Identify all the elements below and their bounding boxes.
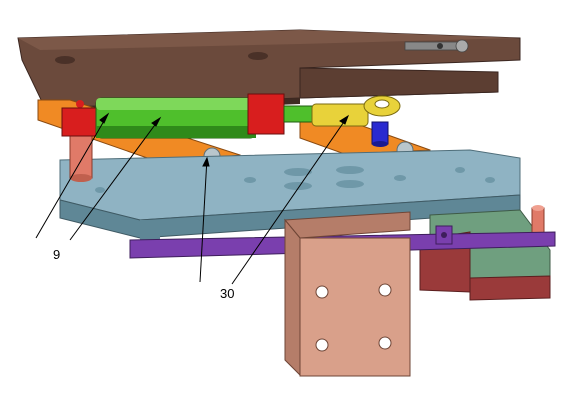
base-plate: [59, 149, 521, 250]
left-post: [69, 129, 93, 182]
leader-line-a: [35, 113, 109, 239]
callout-label-9: 9: [53, 247, 61, 262]
leader-line-b: [199, 157, 208, 283]
leader-line-9: [69, 117, 161, 241]
leader-line-30: [231, 115, 349, 285]
callout-leaders: [35, 112, 349, 285]
callout-label-30: 30: [220, 286, 235, 301]
arrowhead-9: [151, 116, 162, 127]
top-plate: [17, 29, 521, 114]
rod-end-clevis: [311, 95, 401, 147]
pneumatic-cylinder: [61, 93, 315, 139]
mount-bracket: [283, 211, 411, 377]
arrowhead-a: [99, 112, 110, 124]
side-block: [419, 205, 551, 301]
arrowhead-b: [202, 156, 210, 167]
arrowhead-30: [339, 114, 349, 125]
